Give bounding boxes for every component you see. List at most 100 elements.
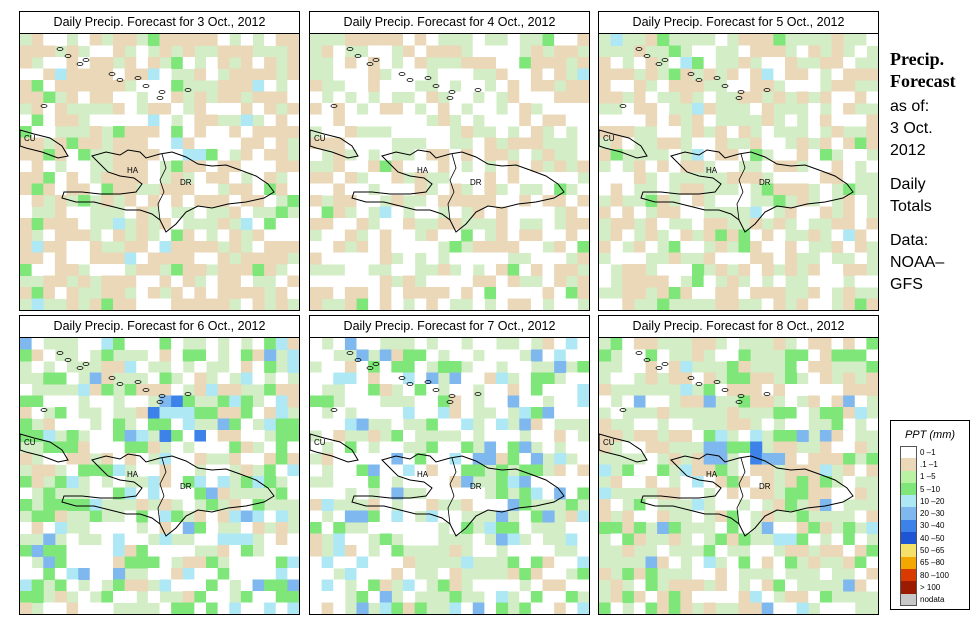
precip-cell (54, 556, 68, 569)
precip-cell (484, 499, 497, 511)
precip-cell (633, 395, 647, 408)
precip-cell (496, 218, 509, 230)
precip-cell (194, 137, 207, 150)
precip-cell (31, 218, 44, 230)
precip-cell (287, 602, 299, 614)
precip-cell (171, 183, 184, 196)
precip-cell (333, 441, 346, 454)
precip-cell (264, 172, 277, 184)
precip-cell (20, 80, 33, 92)
precip-cell (240, 126, 254, 138)
precip-cell (496, 430, 509, 442)
precip-cell (344, 395, 358, 408)
precip-cell (43, 103, 56, 115)
precip-cell (633, 338, 647, 350)
precip-cell (252, 287, 265, 299)
precip-cell (275, 126, 288, 138)
precip-cell (426, 195, 439, 207)
precip-cell (194, 510, 207, 523)
precip-cell (645, 591, 658, 603)
precip-cell (206, 407, 219, 419)
precip-cell (344, 57, 358, 69)
precip-cell (414, 298, 427, 310)
precip-cell (240, 80, 254, 92)
precip-cell (321, 430, 334, 442)
precip-cell (229, 68, 242, 81)
precip-cell (171, 338, 184, 350)
precip-cell (461, 476, 474, 488)
precip-cell (854, 395, 867, 408)
precip-cell (819, 372, 833, 385)
precip-cell (43, 487, 56, 500)
island-outline (82, 58, 90, 62)
precip-cell (680, 287, 693, 299)
precip-cell (680, 195, 693, 207)
precip-cell (391, 80, 404, 92)
precip-cell (657, 34, 670, 46)
precip-cell (668, 241, 681, 253)
precip-cell (610, 499, 623, 511)
precip-cell (159, 384, 172, 396)
precip-cell (750, 464, 763, 477)
precip-cell (171, 103, 184, 115)
legend-label: nodata (920, 595, 945, 605)
island-outline (184, 392, 192, 396)
precip-cell (54, 602, 68, 614)
precip-cell (461, 499, 474, 511)
precip-cell (356, 407, 369, 419)
precip-cell (54, 441, 68, 454)
precip-cell (54, 218, 68, 230)
precip-cell (356, 453, 369, 465)
precip-cell (43, 275, 56, 288)
precip-cell (761, 241, 774, 253)
panel-title: Daily Precip. Forecast for 6 Oct., 2012 (19, 315, 300, 338)
precip-cell (403, 229, 416, 242)
precip-cell (89, 476, 102, 488)
precip-cell (240, 545, 254, 557)
precip-cell (565, 218, 578, 230)
precip-cell (113, 160, 126, 173)
precip-cell (66, 218, 79, 230)
precip-cell (577, 510, 589, 523)
precip-cell (240, 533, 254, 546)
precip-cell (403, 533, 416, 546)
precip-cell (519, 103, 532, 115)
precip-cell (496, 510, 509, 523)
precip-cell (264, 579, 277, 592)
country-border (447, 457, 457, 525)
precip-cell (738, 183, 751, 196)
precip-cell (738, 91, 751, 104)
precip-cell (854, 464, 867, 477)
precip-cell (403, 361, 416, 373)
precip-cell (252, 137, 265, 150)
precip-cell (657, 103, 670, 115)
legend-swatch (900, 544, 917, 557)
precip-cell (854, 252, 867, 265)
precip-cell (333, 57, 346, 69)
precip-cell (403, 241, 416, 253)
precip-cell (101, 430, 114, 442)
precip-cell (692, 137, 705, 150)
precip-cell (171, 91, 184, 104)
precip-cell (519, 545, 532, 557)
precip-cell (368, 579, 381, 592)
precip-cell (113, 252, 126, 265)
precip-cell (577, 34, 589, 46)
precip-cell (577, 160, 589, 173)
precip-cell (78, 149, 91, 161)
precip-cell (124, 275, 137, 288)
island-outline (432, 84, 440, 88)
precip-cell (206, 602, 219, 614)
precip-cell (89, 568, 102, 580)
precip-cell (275, 149, 288, 161)
precip-cell (577, 487, 589, 500)
precip-cell (287, 533, 299, 546)
precip-cell (414, 114, 427, 127)
precip-cell (182, 499, 195, 511)
precip-cell (321, 522, 334, 534)
precip-cell (356, 602, 369, 614)
precip-cell (692, 218, 705, 230)
precip-cell (147, 57, 161, 69)
precip-cell (240, 556, 254, 569)
precip-cell (136, 338, 149, 350)
